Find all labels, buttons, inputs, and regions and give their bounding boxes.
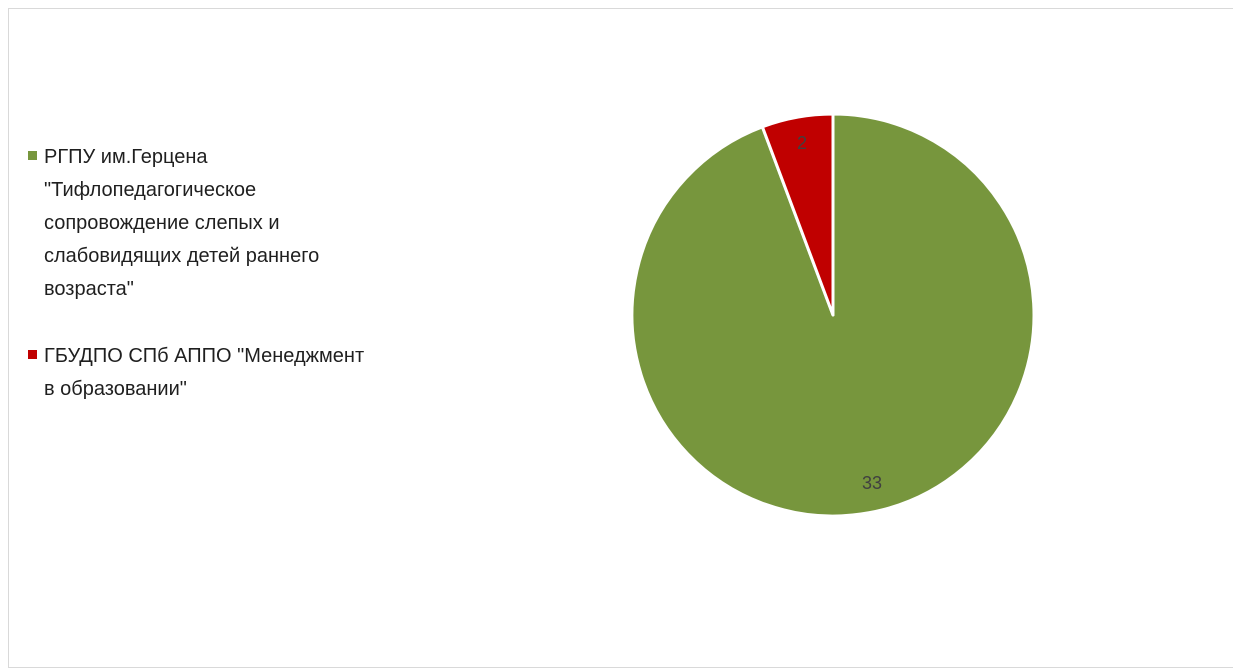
legend-item-appo: ГБУДПО СПб АППО "Менеджмент в образовани… (28, 340, 448, 406)
pie-label-appo: 2 (797, 133, 807, 153)
pie-slice-appo (760, 112, 835, 317)
pie-label-rgpu: 33 (862, 473, 882, 493)
legend-swatch-appo (28, 350, 37, 359)
pie-data-labels: 33 2 (797, 133, 882, 493)
legend-item-rgpu: РГПУ им.Герцена "Тифлопедагогическое соп… (28, 141, 448, 306)
pie-chart: 33 2 (630, 112, 1036, 518)
legend-swatch-rgpu (28, 151, 37, 160)
legend-label-appo: ГБУДПО СПб АППО "Менеджмент в образовани… (44, 345, 365, 400)
chart-legend: РГПУ им.Герцена "Тифлопедагогическое соп… (28, 141, 448, 440)
legend-label-rgpu: РГПУ им.Герцена "Тифлопедагогическое соп… (44, 146, 320, 300)
pie-slices (630, 112, 1036, 518)
